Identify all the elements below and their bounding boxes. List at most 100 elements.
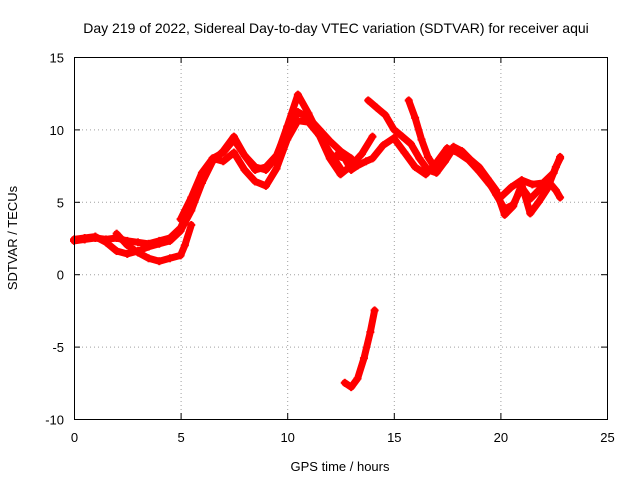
data-point: [144, 242, 153, 251]
data-point: [411, 113, 420, 122]
data-point: [389, 134, 398, 143]
data-point: [492, 186, 501, 195]
data-point: [372, 103, 381, 112]
series-track-h: [341, 306, 379, 391]
data-point: [500, 210, 509, 219]
data-point: [229, 132, 238, 141]
data-point: [80, 234, 89, 242]
data-point: [101, 238, 110, 247]
data-point: [449, 142, 458, 151]
data-point: [534, 197, 543, 206]
data-point: [133, 248, 142, 257]
data-point: [251, 163, 260, 172]
data-point: [165, 254, 174, 263]
data-point: [366, 328, 375, 337]
y-tick-label: 10: [50, 123, 64, 138]
x-tick-label: 0: [71, 430, 78, 445]
data-point: [219, 157, 228, 166]
data-point: [340, 378, 349, 387]
data-point: [368, 154, 377, 163]
data-point: [340, 154, 349, 163]
data-point: [332, 151, 341, 160]
data-point: [551, 186, 560, 195]
data-point: [347, 383, 356, 392]
data-point: [112, 247, 121, 256]
data-point: [304, 109, 313, 118]
data-point: [165, 236, 174, 245]
data-point: [336, 164, 345, 173]
data-point: [379, 141, 388, 150]
grid-lines: [74, 57, 607, 419]
series-track-a: [70, 108, 355, 248]
data-point: [325, 136, 334, 145]
data-point: [423, 152, 432, 161]
data-point: [176, 226, 185, 235]
data-point: [556, 154, 565, 163]
data-point: [362, 157, 371, 166]
data-point: [155, 257, 164, 266]
data-point: [155, 239, 164, 248]
data-point: [176, 251, 185, 260]
data-point: [534, 186, 543, 195]
x-tick-label: 5: [177, 430, 184, 445]
data-point: [315, 131, 324, 140]
data-point: [406, 139, 415, 148]
data-series: [70, 90, 565, 392]
data-point: [440, 157, 449, 166]
data-point: [458, 147, 467, 156]
data-point: [240, 151, 249, 160]
data-point: [404, 96, 413, 105]
data-point: [283, 135, 292, 144]
series-track-g: [405, 96, 564, 219]
data-point: [551, 163, 560, 172]
plot-frame: [74, 57, 608, 420]
data-point: [359, 354, 368, 363]
data-point: [261, 165, 270, 174]
data-point: [272, 164, 281, 173]
data-point: [144, 254, 153, 263]
data-point: [423, 165, 432, 174]
data-point: [176, 215, 185, 224]
data-point: [368, 132, 377, 141]
data-point: [293, 90, 302, 99]
data-point: [240, 165, 249, 174]
data-point: [400, 148, 409, 157]
data-point: [123, 249, 132, 258]
chart-title: Day 219 of 2022, Sidereal Day-to-day VTE…: [83, 20, 589, 36]
data-point: [415, 154, 424, 163]
y-tick-label: 0: [57, 268, 64, 283]
data-point: [398, 132, 407, 141]
data-point: [251, 177, 260, 186]
y-axis-label: SDTVAR / TECUs: [5, 185, 20, 290]
axis-ticks: 0 5 10 15 20 25 -10 -5 0 5 10 15: [45, 51, 615, 446]
data-point: [293, 116, 302, 125]
data-point: [370, 306, 379, 315]
data-point: [507, 183, 516, 192]
data-point: [528, 180, 537, 189]
y-tick-label: -10: [45, 413, 64, 428]
y-tick-label: 5: [57, 195, 64, 210]
y-tick-label: 15: [50, 51, 64, 66]
x-tick-label: 10: [280, 430, 294, 445]
data-point: [347, 165, 356, 174]
data-point: [543, 184, 552, 193]
series-track-b: [70, 91, 376, 258]
data-point: [229, 148, 238, 157]
data-point: [381, 110, 390, 119]
data-point: [91, 232, 100, 241]
x-tick-label: 20: [494, 430, 508, 445]
data-point: [417, 135, 426, 144]
data-point: [353, 374, 362, 383]
data-point: [475, 163, 484, 172]
data-point: [180, 241, 189, 250]
data-point: [112, 229, 121, 238]
data-point: [483, 174, 492, 183]
data-point: [133, 238, 142, 247]
x-tick-label: 15: [387, 430, 401, 445]
data-point: [364, 96, 373, 105]
data-point: [411, 163, 420, 172]
data-point: [123, 241, 132, 250]
data-point: [389, 125, 398, 134]
data-point: [432, 165, 441, 174]
